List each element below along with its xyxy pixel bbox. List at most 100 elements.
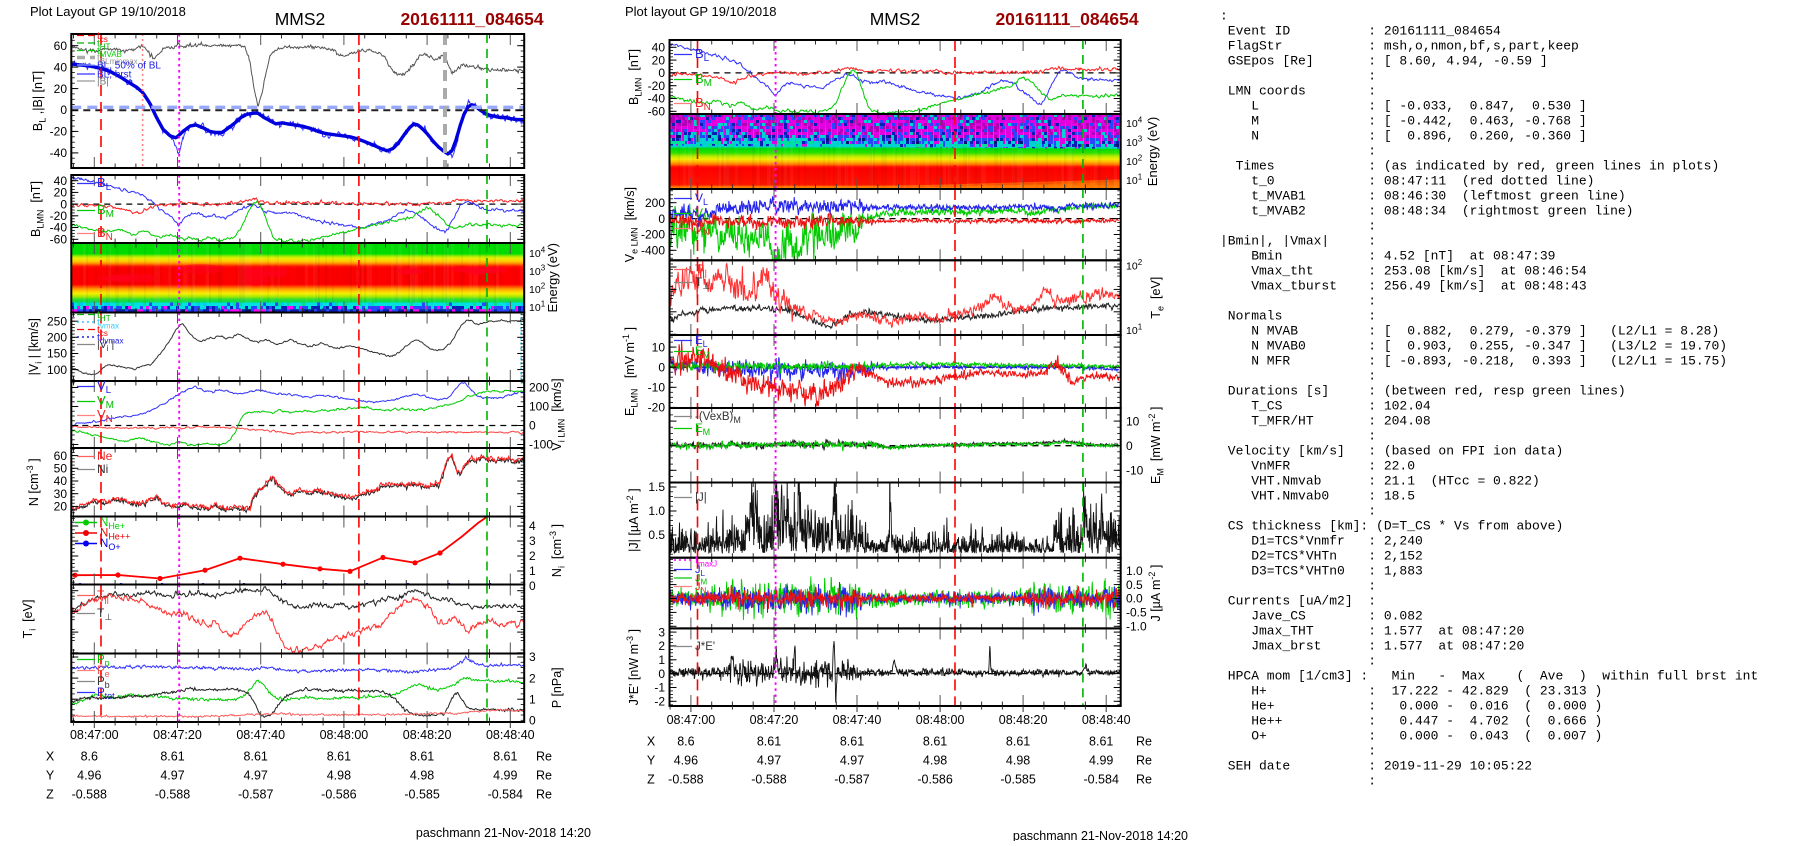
svg-text:tvmax: tvmax (97, 317, 122, 331)
svg-text:Ti [eV]: Ti [eV] (21, 600, 38, 639)
svg-text:-100: -100 (529, 438, 553, 452)
svg-text:Event ID : 20161111_0: Event ID : 20161111_084654 (1220, 24, 1501, 39)
svg-text:1: 1 (529, 692, 536, 706)
svg-text:1.0: 1.0 (1126, 564, 1143, 578)
svg-text:4.96: 4.96 (77, 769, 101, 783)
svg-text:Vmax_tht : 253.08 [km/s]: Vmax_tht : 253.08 [km/s] at 08:46:54 (1220, 264, 1587, 279)
svg-text:60: 60 (54, 39, 68, 53)
svg-text:250: 250 (47, 314, 67, 328)
svg-text:tdvmax: tdvmax (97, 332, 126, 346)
svg-text:Ni: Ni (97, 462, 108, 476)
svg-text::: : (1220, 9, 1236, 24)
svg-text:VN: VN (695, 221, 713, 237)
svg-text:BN: BN (97, 225, 117, 243)
svg-text:Pb: Pb (97, 676, 113, 690)
svg-text:VN: VN (97, 407, 117, 425)
svg-text:X: X (46, 750, 55, 764)
svg-text:Vi LMN [km/s]: Vi LMN [km/s] (550, 378, 567, 450)
svg-text:8.61: 8.61 (244, 750, 268, 764)
svg-text:VM: VM (97, 393, 118, 411)
svg-text:HPCA mom [1/cm3] : Min -: HPCA mom [1/cm3] : Min - Max ( Ave ) wit… (1220, 669, 1758, 684)
svg-text:-0.585: -0.585 (1000, 772, 1035, 786)
svg-text:tcs: tcs (97, 31, 111, 44)
svg-text:t_MVAB2 : 08:48:34 (ri: t_MVAB2 : 08:48:34 (rightmost green line… (1220, 204, 1633, 219)
svg-text:-60: -60 (648, 105, 666, 119)
svg-text:|J|: |J| (695, 492, 707, 504)
svg-text:-10: -10 (1126, 464, 1144, 478)
svg-text:-0.587: -0.587 (834, 772, 869, 786)
svg-text:40: 40 (54, 60, 68, 74)
svg-text:200: 200 (47, 331, 67, 345)
svg-text:2: 2 (529, 549, 536, 563)
svg-text:-0.587: -0.587 (238, 788, 273, 802)
svg-text:Re: Re (536, 769, 552, 783)
svg-text:Z: Z (647, 772, 655, 786)
svg-text:N MVAB : [ 0.882, 0.: N MVAB : [ 0.882, 0.279, -0.379 ] (L2/L1… (1220, 324, 1719, 339)
svg-text:08:48:40: 08:48:40 (1082, 713, 1131, 727)
svg-text:-400: -400 (641, 244, 665, 258)
svg-text:tcs: tcs (97, 324, 111, 338)
svg-text:Re: Re (1136, 772, 1152, 786)
svg-text:T⊥: T⊥ (97, 606, 116, 622)
svg-text:-40: -40 (50, 146, 68, 160)
svg-text:-60: -60 (50, 233, 68, 247)
svg-text:8.61: 8.61 (493, 750, 517, 764)
svg-text:0: 0 (658, 212, 665, 226)
svg-text::: : (1220, 744, 1376, 759)
svg-text:Energy (eV): Energy (eV) (1145, 117, 1160, 186)
svg-text:N MVAB0 : [ 0.903, 0.: N MVAB0 : [ 0.903, 0.255, -0.347 ] (L3/L… (1220, 339, 1727, 354)
svg-text:Jmax_brst : 1.577 at 08:: Jmax_brst : 1.577 at 08:47:20 (1220, 639, 1524, 654)
svg-text:t_0 : 08:47:11 (re: t_0 : 08:47:11 (red dotted line) (1220, 174, 1594, 189)
svg-text:|Vi | [km/s]: |Vi | [km/s] (27, 318, 44, 375)
svg-text:NHe++: NHe++ (100, 528, 134, 542)
svg-text:40: 40 (54, 174, 68, 188)
svg-text:EL: EL (695, 335, 711, 349)
svg-text:08:48:40: 08:48:40 (486, 728, 535, 742)
svg-text:VL: VL (695, 191, 711, 207)
svg-text:50: 50 (54, 462, 68, 476)
svg-text:150: 150 (47, 347, 67, 361)
svg-text:8.61: 8.61 (757, 735, 781, 749)
svg-text:BL: BL (695, 46, 713, 64)
svg-text::: : (1220, 294, 1376, 309)
svg-text:Currents [uA/m2] :: Currents [uA/m2] : (1220, 594, 1376, 609)
svg-text:4.99: 4.99 (493, 769, 517, 783)
svg-text:-40: -40 (648, 92, 666, 106)
svg-text:Energy (eV): Energy (eV) (545, 243, 560, 312)
svg-text:8.61: 8.61 (1006, 735, 1030, 749)
svg-text:2: 2 (658, 639, 665, 653)
svg-text:4.96: 4.96 (674, 753, 698, 767)
svg-text:BLMN [nT]: BLMN [nT] (29, 181, 46, 237)
svg-text:-0.588: -0.588 (155, 788, 190, 802)
svg-text:0: 0 (658, 667, 665, 681)
svg-text:t_MVAB1 : 08:46:30 (le: t_MVAB1 : 08:46:30 (leftmost green line) (1220, 189, 1626, 204)
svg-text::: : (1220, 429, 1376, 444)
svg-text:T||: T|| (97, 588, 112, 604)
svg-text:-20: -20 (648, 79, 666, 93)
svg-text:JL: JL (695, 564, 708, 578)
svg-text:EM: EM (695, 423, 713, 437)
svg-text:3: 3 (529, 650, 536, 664)
svg-text:BL, brst: BL, brst (97, 70, 132, 81)
svg-text:08:47:40: 08:47:40 (236, 728, 285, 742)
svg-text:4.98: 4.98 (410, 769, 434, 783)
svg-text:Jmax_THT : 1.577 at 08:: Jmax_THT : 1.577 at 08:47:20 (1220, 624, 1524, 639)
svg-text:tMVAB: tMVAB (97, 46, 125, 59)
svg-text:4.99: 4.99 (1089, 753, 1113, 767)
svg-text:08:47:40: 08:47:40 (833, 713, 882, 727)
svg-text:0: 0 (529, 579, 536, 593)
svg-text:Bmin : 4.52 [nT] at: Bmin : 4.52 [nT] at 08:47:39 (1220, 249, 1555, 264)
svg-text:2: 2 (529, 671, 536, 685)
svg-text:M : [ -0.442, 0.: M : [ -0.442, 0.463, -0.768 ] (1220, 114, 1587, 129)
svg-text:Pp: Pp (97, 654, 113, 668)
svg-text:EM [mW m-2 ]: EM [mW m-2 ] (1147, 407, 1166, 484)
svg-text:8.6: 8.6 (677, 735, 694, 749)
svg-text::: : (1220, 504, 1376, 519)
svg-text:-0.586: -0.586 (917, 772, 952, 786)
svg-text:T_CS : 102.04: T_CS : 102.04 (1220, 399, 1431, 414)
svg-text:T⊥: T⊥ (695, 275, 714, 291)
svg-text:4.97: 4.97 (244, 769, 268, 783)
svg-text:-0.588: -0.588 (668, 772, 703, 786)
svg-text:J*E': J*E' (695, 641, 715, 653)
svg-text:MMS2: MMS2 (870, 9, 921, 29)
